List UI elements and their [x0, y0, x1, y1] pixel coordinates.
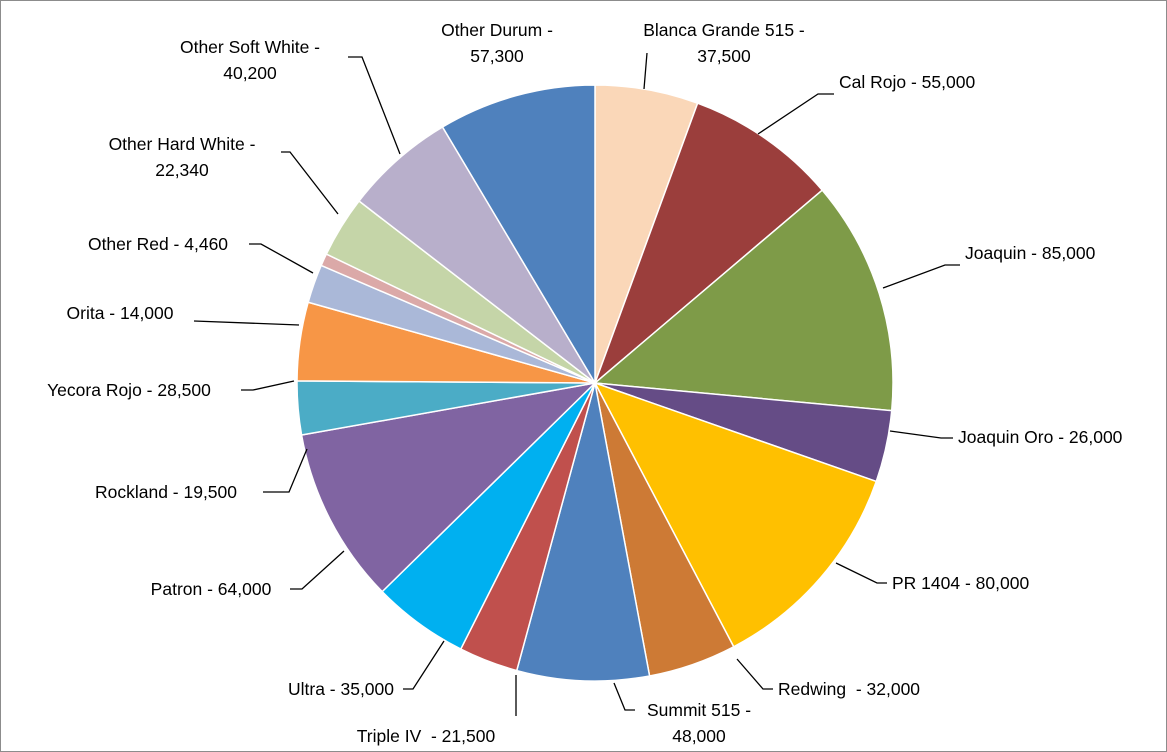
data-label: Other Hard White - 22,340 — [109, 134, 256, 180]
leader-line — [757, 93, 834, 135]
leader-line — [249, 243, 314, 274]
leader-line — [348, 56, 401, 155]
data-label-line: Joaquin - 85,000 — [965, 243, 1096, 263]
data-label: Other Soft White - 40,200 — [180, 37, 320, 83]
pie-slice-cal-rojo — [593, 102, 824, 386]
data-labels: Blanca Grande 515 - 37,500 Cal Rojo - 55,0… — [47, 20, 1123, 746]
data-label-line: Orita - 14,000 — [67, 303, 174, 323]
data-label-line: Patron - 64,000 — [151, 579, 272, 599]
data-label-line: Other Red - 4,460 — [88, 234, 228, 254]
data-label-line: Ultra - 35,000 — [288, 679, 394, 699]
data-label-line: Joaquin Oro - 26,000 — [958, 427, 1123, 447]
data-label-line: Rockland - 19,500 — [95, 482, 237, 502]
leader-lines — [193, 52, 960, 716]
pie-slice-joaquin — [593, 189, 894, 412]
data-label: Other Red - 4,460 — [88, 234, 228, 254]
leader-line — [403, 640, 445, 690]
data-label: Triple IV - 21,500 — [357, 726, 496, 746]
data-label-line: Cal Rojo - 55,000 — [839, 72, 975, 92]
pie-slices — [296, 84, 894, 682]
data-label-line: 57,300 — [470, 46, 524, 66]
leader-line — [882, 264, 960, 289]
data-label-line: Triple IV - 21,500 — [357, 726, 496, 746]
data-label: Other Durum - 57,300 — [441, 20, 553, 66]
data-label-line: 48,000 — [672, 726, 726, 746]
data-label: PR 1404 - 80,000 — [892, 573, 1029, 593]
data-label: Summit 515 - 48,000 — [647, 700, 751, 746]
data-label-line: Other Durum - — [441, 20, 553, 40]
leader-line — [241, 380, 295, 391]
pie-slice-patron — [300, 381, 598, 593]
data-label: Rockland - 19,500 — [95, 482, 237, 502]
data-label: Ultra - 35,000 — [288, 679, 394, 699]
data-label-line: Redwing - 32,000 — [778, 679, 920, 699]
data-label: Joaquin Oro - 26,000 — [958, 427, 1123, 447]
data-label-line: Other Soft White - — [180, 37, 320, 57]
pie-slice-summit-515 — [515, 382, 651, 682]
leader-line — [643, 52, 648, 90]
data-label-line: 37,500 — [697, 46, 751, 66]
data-label: Cal Rojo - 55,000 — [839, 72, 975, 92]
data-label-line: Yecora Rojo - 28,500 — [47, 380, 211, 400]
data-label: Redwing - 32,000 — [778, 679, 920, 699]
leader-line — [613, 682, 635, 711]
data-label-line: PR 1404 - 80,000 — [892, 573, 1029, 593]
leader-line — [263, 448, 308, 493]
pie-slice-other-durum — [441, 84, 596, 386]
data-label: Joaquin - 85,000 — [965, 243, 1096, 263]
data-label: Patron - 64,000 — [151, 579, 272, 599]
data-label-line: 22,340 — [155, 160, 209, 180]
pie-slice-pr-1404 — [593, 381, 878, 648]
leader-line — [193, 320, 300, 326]
data-label-line: 40,200 — [223, 63, 277, 83]
data-label: Orita - 14,000 — [67, 303, 174, 323]
data-label-line: Summit 515 - — [647, 700, 751, 720]
data-label: Blanca Grande 515 - 37,500 — [643, 20, 805, 66]
data-label-line: Blanca Grande 515 - — [643, 20, 805, 40]
leader-line — [889, 430, 953, 439]
data-label: Yecora Rojo - 28,500 — [47, 380, 211, 400]
leader-line — [835, 562, 887, 584]
leader-line — [736, 658, 773, 690]
leader-line — [281, 151, 339, 215]
leader-line — [290, 550, 345, 590]
data-label-line: Other Hard White - — [109, 134, 256, 154]
